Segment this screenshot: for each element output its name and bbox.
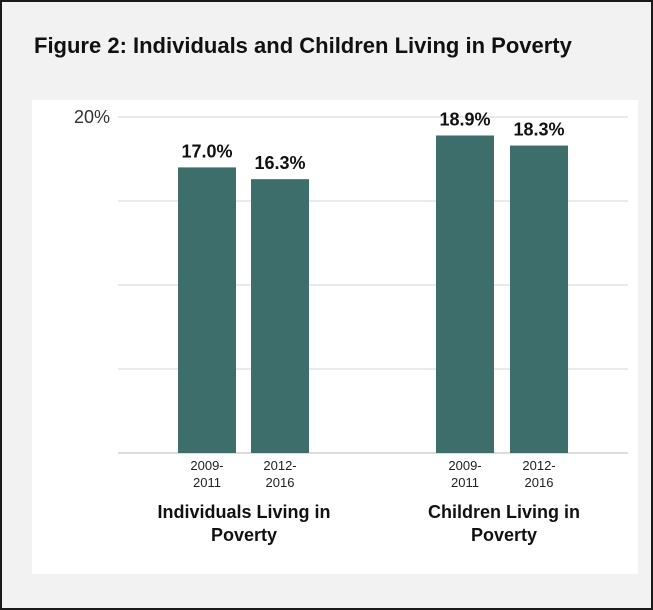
x-tick-label: 2009-2011: [190, 458, 223, 490]
bar-1-1: [178, 167, 236, 453]
bar-1-2: [251, 179, 309, 453]
y-tick-label: 20%: [74, 107, 110, 127]
data-label: 17.0%: [181, 141, 232, 161]
group-label: Individuals Living in Poverty: [157, 502, 330, 545]
data-label: 18.9%: [439, 109, 490, 129]
chart-title: Figure 2: Individuals and Children Livin…: [34, 33, 572, 58]
x-tick-label: 2009-2011: [448, 458, 481, 490]
x-tick-label: 2012-2016: [263, 458, 296, 490]
bar-2-2: [510, 145, 568, 453]
group-label: Children Living in Poverty: [428, 502, 580, 545]
data-label: 16.3%: [254, 153, 305, 173]
bar-2-1: [436, 135, 494, 454]
data-label: 18.3%: [513, 120, 564, 140]
x-tick-label: 2012-2016: [522, 458, 555, 490]
